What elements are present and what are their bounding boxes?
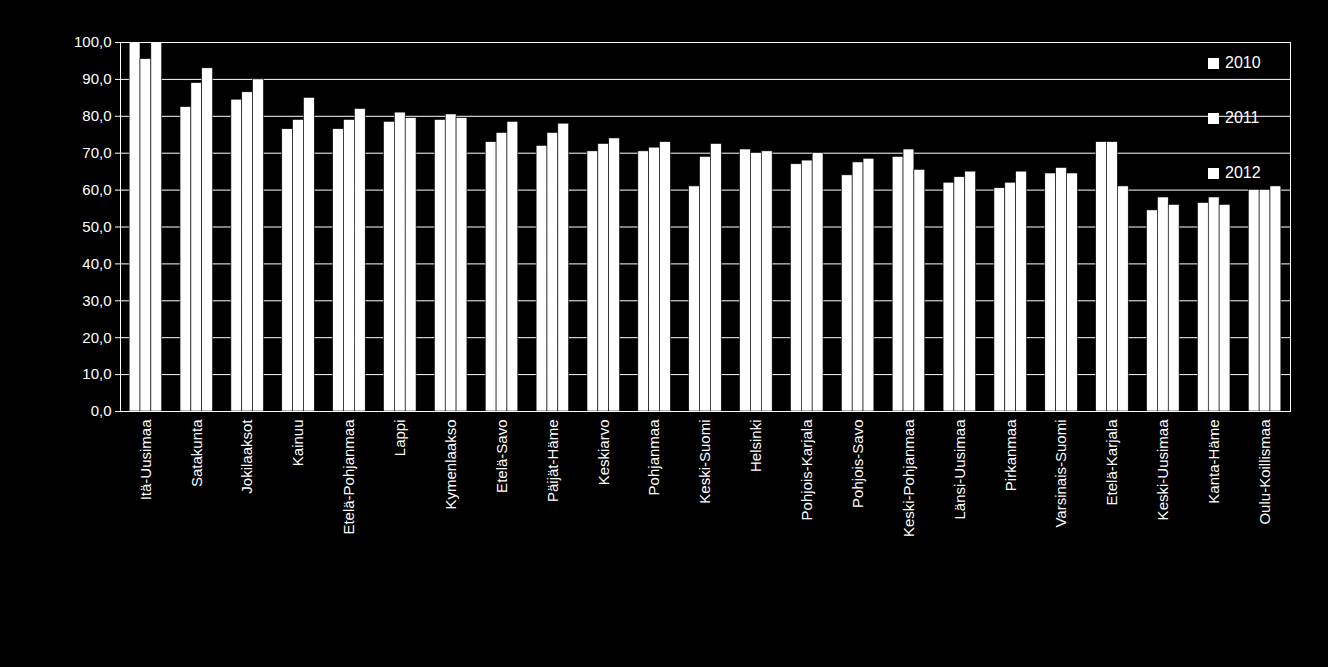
svg-text:Pirkanmaa: Pirkanmaa [1002,419,1019,491]
svg-text:20,0: 20,0 [82,329,111,346]
svg-text:Helsinki: Helsinki [747,420,764,473]
svg-text:10,0: 10,0 [82,365,111,382]
svg-text:Oulu-Koillismaa: Oulu-Koillismaa [1256,419,1273,525]
svg-text:60,0: 60,0 [82,181,111,198]
svg-text:Länsi-Uusimaa: Länsi-Uusimaa [951,419,968,520]
svg-text:50,0: 50,0 [82,218,111,235]
svg-text:Pohjanmaa: Pohjanmaa [645,419,662,496]
html-text:2011: 2011 [1225,109,1260,126]
svg-text:Itä-Uusimaa: Itä-Uusimaa [137,419,154,501]
svg-text:Lappi: Lappi [391,420,408,457]
svg-text:90,0: 90,0 [82,70,111,87]
svg-text:Keski-Pohjanmaa: Keski-Pohjanmaa [900,419,917,537]
svg-text:Keski-Suomi: Keski-Suomi [696,420,713,504]
svg-text:Pohjois-Savo: Pohjois-Savo [849,420,866,508]
svg-text:Pohjois-Karjala: Pohjois-Karjala [798,419,815,521]
svg-text:Etelä-Karjala: Etelä-Karjala [1103,419,1120,506]
svg-text:Keski-Uusimaa: Keski-Uusimaa [1154,419,1171,521]
svg-text:Etelä-Pohjanmaa: Etelä-Pohjanmaa [340,419,357,535]
svg-text:Etelä-Savo: Etelä-Savo [493,420,510,493]
html-text:2010: 2010 [1225,54,1261,71]
svg-text:Varsinais-Suomi: Varsinais-Suomi [1052,420,1069,528]
svg-text:Päijät-Häme: Päijät-Häme [544,420,561,503]
svg-text:Keskiarvo: Keskiarvo [595,420,612,486]
svg-text:Kanta-Häme: Kanta-Häme [1205,420,1222,504]
svg-text:Satakunta: Satakunta [188,419,205,487]
svg-text:Kymenlaakso: Kymenlaakso [442,420,459,510]
svg-text:Jokilaaksot: Jokilaaksot [238,419,255,494]
html-text:2012: 2012 [1225,164,1261,181]
svg-text:100,0: 100,0 [74,33,112,50]
svg-text:30,0: 30,0 [82,292,111,309]
svg-text:80,0: 80,0 [82,107,111,124]
svg-text:0,0: 0,0 [91,402,112,419]
svg-text:40,0: 40,0 [82,255,111,272]
svg-text:Kainuu: Kainuu [289,420,306,467]
svg-text:70,0: 70,0 [82,144,111,161]
